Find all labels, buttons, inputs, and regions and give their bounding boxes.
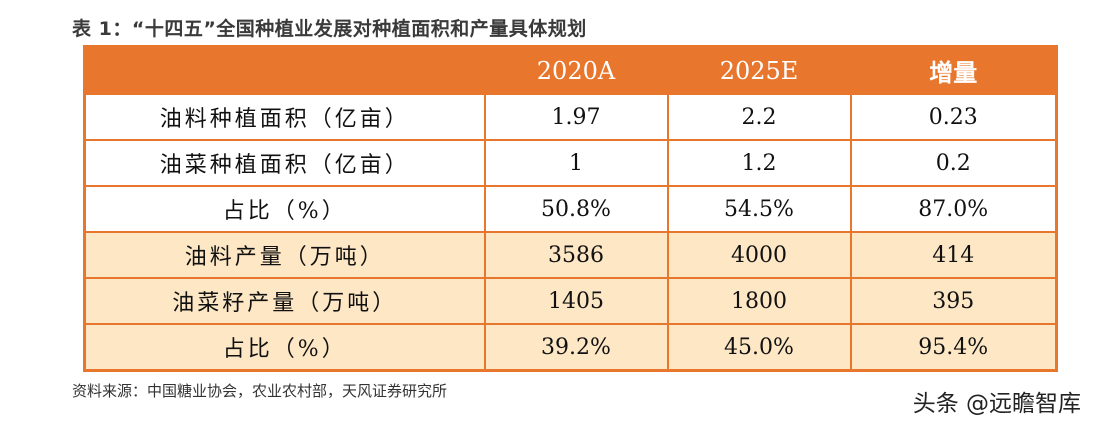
table-row: 占比（%） 50.8% 54.5% 87.0% <box>83 185 1058 233</box>
cell-2020a: 39.2% <box>483 323 669 372</box>
cell-2025e: 45.0% <box>666 323 852 372</box>
table-row: 油料种植面积（亿亩） 1.97 2.2 0.23 <box>83 93 1058 141</box>
row-label: 占比（%） <box>83 323 486 372</box>
cell-2025e: 2.2 <box>666 93 852 141</box>
table-row: 油菜种植面积（亿亩） 1 1.2 0.2 <box>83 139 1058 187</box>
watermark: 头条 @远瞻智库 <box>912 391 1081 417</box>
header-cell-2025e: 2025E <box>666 45 852 95</box>
cell-increment: 0.2 <box>849 139 1058 187</box>
row-label: 油料产量（万吨） <box>83 231 486 279</box>
row-label: 油菜种植面积（亿亩） <box>83 139 486 187</box>
cell-2025e: 4000 <box>666 231 852 279</box>
cell-2020a: 1405 <box>483 277 669 325</box>
table-row: 油菜籽产量（万吨） 1405 1800 395 <box>83 277 1058 325</box>
planning-table: 2020A 2025E 增量 油料种植面积（亿亩） 1.97 2.2 0.23 … <box>83 45 1058 372</box>
header-cell-increment: 增量 <box>849 45 1058 95</box>
cell-increment: 414 <box>849 231 1058 279</box>
table-row: 占比（%） 39.2% 45.0% 95.4% <box>83 323 1058 372</box>
header-cell-blank <box>83 45 486 95</box>
cell-2020a: 3586 <box>483 231 669 279</box>
source-note: 资料来源：中国糖业协会，农业农村部，天风证券研究所 <box>72 382 448 400</box>
table-title: 表 1：“十四五”全国种植业发展对种植面积和产量具体规划 <box>72 18 587 40</box>
cell-increment: 87.0% <box>849 185 1058 233</box>
cell-increment: 0.23 <box>849 93 1058 141</box>
cell-2020a: 1 <box>483 139 669 187</box>
row-label: 占比（%） <box>83 185 486 233</box>
table-row: 油料产量（万吨） 3586 4000 414 <box>83 231 1058 279</box>
cell-2025e: 1800 <box>666 277 852 325</box>
cell-increment: 395 <box>849 277 1058 325</box>
cell-2020a: 1.97 <box>483 93 669 141</box>
row-label: 油料种植面积（亿亩） <box>83 93 486 141</box>
cell-2025e: 54.5% <box>666 185 852 233</box>
row-label: 油菜籽产量（万吨） <box>83 277 486 325</box>
cell-2020a: 50.8% <box>483 185 669 233</box>
table-header-row: 2020A 2025E 增量 <box>83 45 1058 95</box>
header-cell-2020a: 2020A <box>483 45 669 95</box>
cell-2025e: 1.2 <box>666 139 852 187</box>
cell-increment: 95.4% <box>849 323 1058 372</box>
